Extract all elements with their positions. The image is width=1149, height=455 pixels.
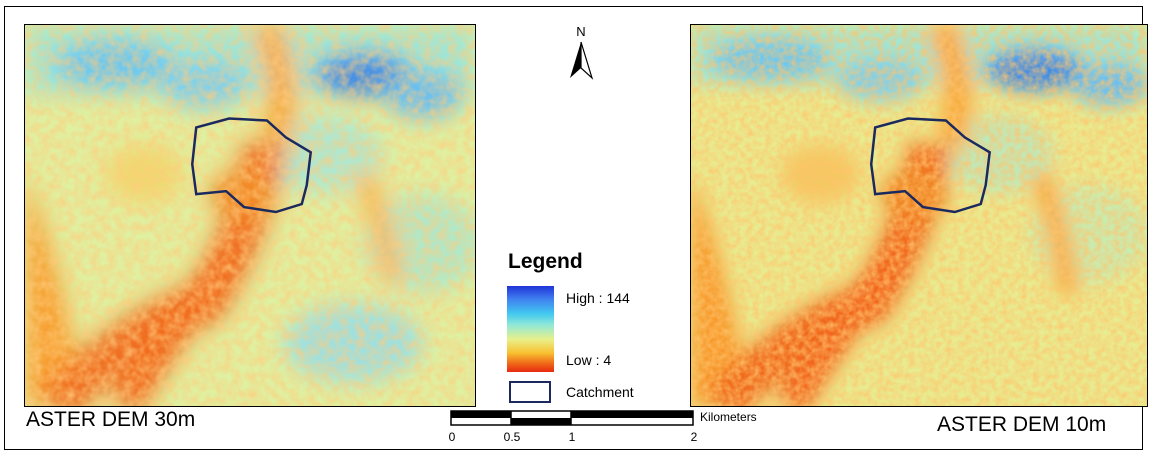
scale-unit-label: Kilometers [700, 410, 757, 424]
legend: Legend High : 144 Low : 4 Catchment [500, 248, 680, 408]
scale-tick-label: 0 [448, 430, 456, 444]
legend-low-label: Low : 4 [566, 352, 612, 368]
scale-tick-label: 1 [568, 430, 576, 444]
dem-map-30m[interactable] [24, 24, 476, 407]
catchment-boundary [869, 117, 992, 214]
map-caption-30m: ASTER DEM 30m [26, 408, 196, 431]
north-arrow-icon: N [566, 22, 596, 82]
elevation-color-ramp [507, 286, 554, 372]
catchment-swatch [509, 381, 551, 403]
north-label: N [576, 24, 585, 39]
legend-high-label: High : 144 [566, 290, 630, 306]
dem-map-10m[interactable] [690, 24, 1148, 407]
legend-catchment-label: Catchment [566, 384, 634, 400]
map-caption-10m: ASTER DEM 10m [937, 413, 1107, 436]
scale-bar: 0 0.5 1 2 Kilometers [444, 406, 784, 452]
scale-tick-label: 0.5 [503, 430, 521, 444]
legend-title: Legend [508, 250, 583, 273]
catchment-boundary [191, 117, 313, 214]
scale-tick-label: 2 [690, 430, 698, 444]
